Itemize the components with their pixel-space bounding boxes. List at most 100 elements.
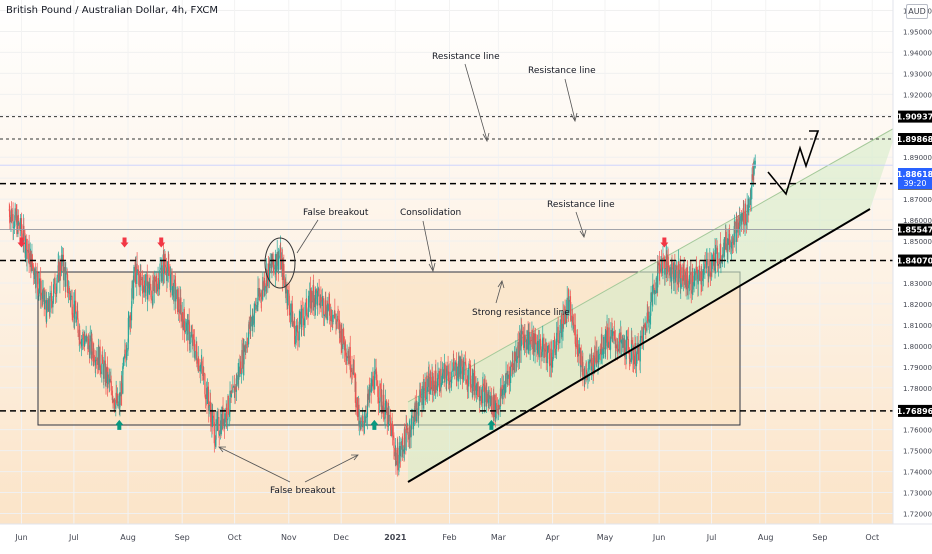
- time-axis-panel[interactable]: [0, 524, 932, 550]
- candle-body: [618, 341, 620, 352]
- candle-body: [72, 316, 74, 318]
- time-tick-label: Jul: [706, 533, 717, 542]
- candle-body: [87, 338, 90, 346]
- candle-body: [273, 264, 275, 270]
- candle-body: [446, 374, 448, 384]
- candle-body: [168, 266, 170, 276]
- candle-body: [688, 274, 691, 285]
- candle-body: [136, 263, 138, 271]
- candle-body: [428, 373, 430, 395]
- candle-body: [613, 331, 615, 340]
- candle-body: [561, 331, 563, 338]
- candle-body: [522, 331, 524, 335]
- candle-body: [411, 416, 413, 419]
- candle-body: [339, 323, 341, 331]
- price-tick-label: 1.72000: [903, 511, 932, 519]
- time-tick-label: Jul: [68, 533, 79, 542]
- candle-body: [547, 345, 549, 350]
- candle-body: [145, 274, 147, 286]
- candle-body: [519, 334, 521, 351]
- candle-body: [477, 381, 479, 396]
- candle-body: [356, 397, 359, 417]
- candle-body: [379, 383, 381, 389]
- resistance-pointer-1: [464, 63, 488, 141]
- time-tick-label: Apr: [546, 533, 561, 542]
- candle-body: [484, 385, 486, 407]
- time-tick-label: Aug: [758, 533, 774, 542]
- candle-body: [16, 215, 18, 235]
- candle-body: [657, 261, 659, 288]
- candle-body: [374, 370, 376, 390]
- candle-body: [355, 381, 357, 408]
- candle-body: [35, 270, 37, 288]
- candle-body: [609, 340, 612, 350]
- candle-body: [601, 334, 603, 355]
- candle-body: [540, 349, 542, 358]
- candle-body: [585, 369, 588, 374]
- candle-body: [169, 275, 171, 279]
- candle-body: [440, 383, 443, 387]
- candle-body: [589, 359, 591, 362]
- candle-body: [491, 397, 493, 413]
- candle-body: [681, 278, 684, 281]
- candle-body: [164, 264, 166, 268]
- level-tag-label: 1.76896: [897, 407, 932, 416]
- candle-body: [426, 386, 429, 392]
- candle-body: [337, 318, 339, 320]
- candle-body: [246, 344, 249, 345]
- candle-body: [512, 367, 514, 371]
- candle-body: [294, 321, 296, 345]
- candle-body: [543, 348, 546, 351]
- price-tick-label: 1.94000: [903, 49, 932, 57]
- candle-body: [100, 371, 102, 374]
- candle-body: [707, 259, 709, 276]
- candle-body: [674, 269, 677, 281]
- candle-body: [610, 329, 612, 341]
- candle-body: [704, 259, 706, 264]
- candle-body: [54, 292, 56, 294]
- candle-body: [63, 266, 65, 281]
- buy-arrow-icon: [487, 419, 496, 430]
- candle-body: [241, 350, 243, 369]
- buy-arrow-icon: [370, 419, 379, 430]
- candle-body: [438, 371, 440, 389]
- time-tick-label: Sep: [175, 533, 190, 542]
- candle-body: [57, 265, 59, 278]
- candle-body: [577, 349, 579, 357]
- candle-body: [722, 256, 724, 257]
- candle-body: [568, 300, 570, 314]
- ascending-trendline[interactable]: [407, 208, 871, 483]
- candle-body: [121, 383, 123, 394]
- candle-body: [73, 300, 76, 320]
- candle-body: [472, 373, 474, 392]
- candle-body: [659, 268, 661, 273]
- candle-body: [327, 304, 329, 312]
- price-tick-label: 1.79000: [903, 364, 932, 372]
- candle-body: [296, 325, 299, 332]
- candle-body: [608, 327, 610, 342]
- candle-body: [42, 288, 44, 292]
- currency-badge[interactable]: AUD: [906, 4, 928, 19]
- candle-body: [353, 360, 355, 373]
- level-tag-label: 1.89868: [897, 135, 932, 144]
- candle-body: [449, 371, 451, 383]
- candle-body: [711, 261, 713, 269]
- candle-body: [652, 284, 654, 295]
- candle-body: [372, 375, 374, 389]
- candle-body: [222, 407, 224, 426]
- candle-body: [508, 374, 511, 384]
- candle-body: [136, 263, 138, 284]
- candle-body: [236, 378, 238, 386]
- resistance-pointer-3-head: [579, 229, 587, 238]
- candle-body: [359, 420, 361, 428]
- candle-body: [717, 264, 720, 266]
- candle-body: [683, 269, 685, 285]
- current-price-tag: 1.88618: [897, 170, 932, 179]
- time-tick-label: Jun: [652, 533, 666, 542]
- candle-body: [274, 254, 277, 275]
- candle-body: [496, 409, 498, 411]
- candle-body: [538, 339, 540, 358]
- false-breakout-top-label: False breakout: [303, 208, 369, 218]
- candle-body: [405, 425, 408, 430]
